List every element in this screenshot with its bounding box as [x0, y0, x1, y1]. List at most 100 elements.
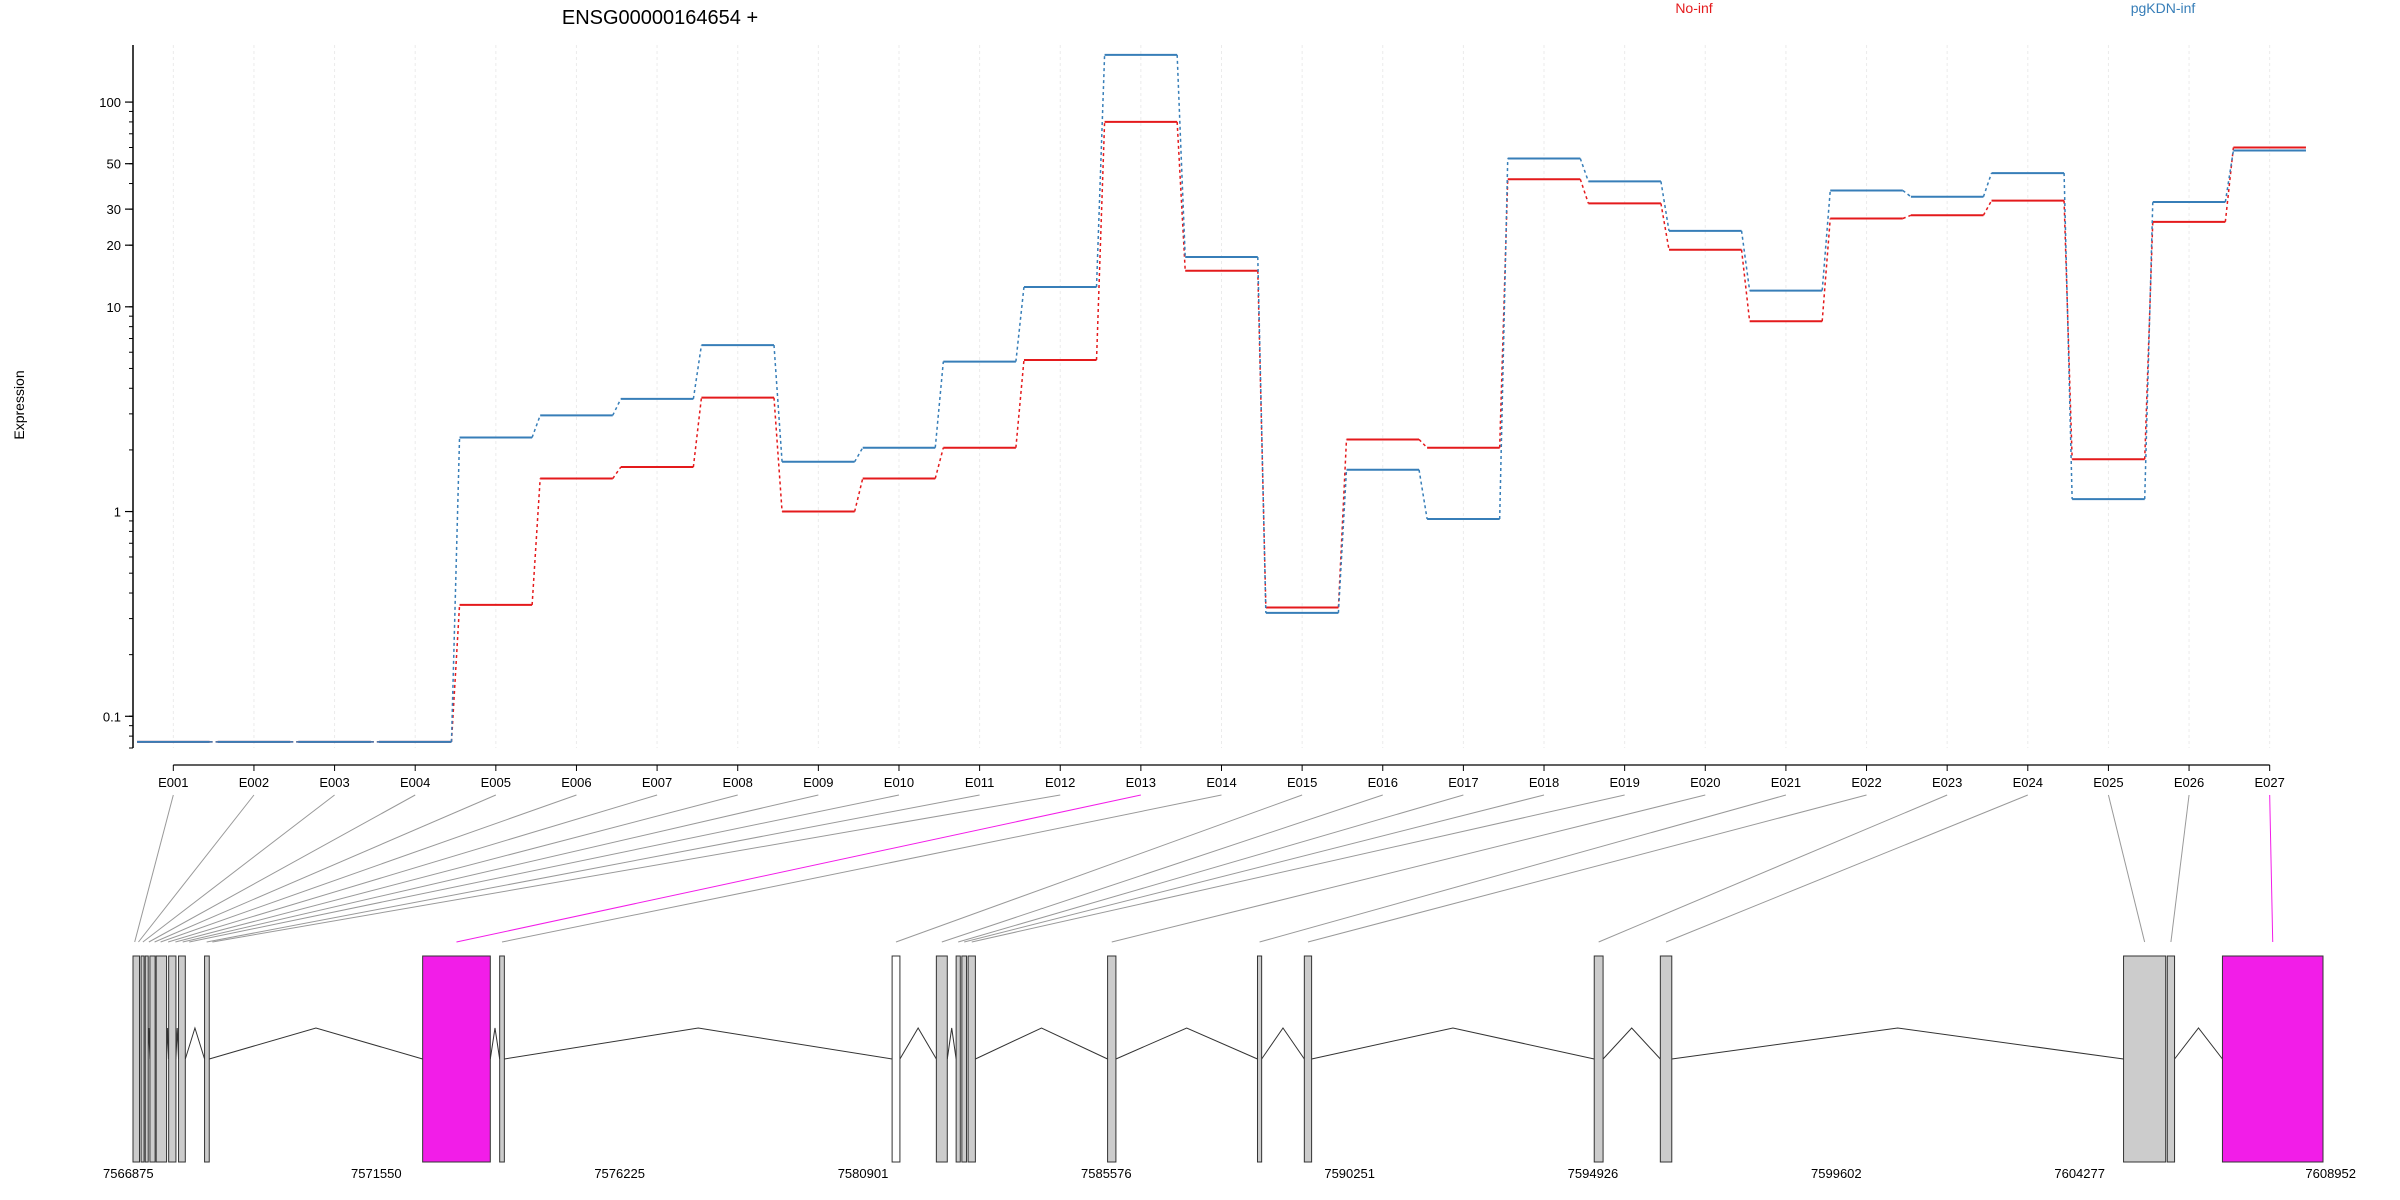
- x-tick-label-E012: E012: [1045, 775, 1075, 790]
- gene-model: [132, 955, 2324, 1163]
- connector-E019: [971, 794, 1625, 943]
- step-No-inf-E018: [1579, 178, 1590, 204]
- step-pgKDN-inf-E026: [2224, 150, 2235, 203]
- step-No-inf-E008: [773, 397, 783, 512]
- connector-E008: [175, 794, 738, 943]
- connector-E002: [138, 794, 255, 943]
- x-tick-label-E003: E003: [319, 775, 349, 790]
- step-No-inf-E005: [531, 478, 541, 605]
- gene-coordinate-label: 7571550: [351, 1166, 402, 1181]
- x-tick-label-E019: E019: [1609, 775, 1639, 790]
- step-pgKDN-inf-E008: [773, 345, 783, 462]
- step-pgKDN-inf-E018: [1579, 158, 1590, 182]
- exon-block: [2221, 955, 2324, 1163]
- x-tick-label-E004: E004: [400, 775, 430, 790]
- intron-line: [1671, 1027, 2124, 1060]
- exon-block: [178, 955, 186, 1163]
- exon-block: [204, 955, 210, 1163]
- step-No-inf-E007: [692, 397, 703, 468]
- intron-line: [1311, 1027, 1595, 1060]
- gene-coordinate-label: 7594926: [1568, 1166, 1619, 1181]
- connector-E021: [1259, 794, 1787, 943]
- x-tick-label-E027: E027: [2254, 775, 2284, 790]
- x-axis: E001 E002 E003 E004 E005 E006 E007 E008 E009 E010…: [158, 764, 2285, 790]
- x-tick-label-E017: E017: [1448, 775, 1478, 790]
- exon-block: [1593, 955, 1604, 1163]
- gene-coordinate-label: 7604277: [2054, 1166, 2105, 1181]
- step-pgKDN-inf-E005: [531, 415, 541, 438]
- step-No-inf-E009: [853, 478, 864, 512]
- step-No-inf-E023: [1982, 200, 1993, 216]
- y-tick-label: 10: [107, 300, 121, 315]
- connector-E018: [964, 794, 1545, 943]
- exon-block: [935, 955, 948, 1163]
- connector-E022: [1307, 794, 1867, 943]
- step-No-inf-E022: [1902, 214, 1912, 220]
- exon-block: [2123, 955, 2167, 1163]
- exon-block: [967, 955, 976, 1163]
- gene-coordinate-label: 7590251: [1324, 1166, 1375, 1181]
- connector-E016: [941, 794, 1383, 943]
- exon-block: [1256, 955, 1263, 1163]
- step-pgKDN-inf-E007: [692, 345, 703, 400]
- x-tick-label-E006: E006: [561, 775, 591, 790]
- exon-block: [168, 955, 177, 1163]
- step-No-inf-E019: [1660, 203, 1670, 250]
- connector-E014: [501, 794, 1222, 943]
- intron-line: [2174, 1027, 2223, 1060]
- intron-line: [1115, 1027, 1258, 1060]
- legend-pgkdn-inf: pgKDN-inf: [2131, 0, 2196, 16]
- x-tick-label-E023: E023: [1932, 775, 1962, 790]
- intron-line: [946, 1027, 957, 1060]
- step-pgKDN-inf-E012: [1095, 54, 1106, 287]
- exon-block: [1659, 955, 1673, 1163]
- connector-E020: [1111, 794, 1706, 943]
- intron-line: [1261, 1027, 1305, 1060]
- step-No-inf-E004: [450, 604, 461, 742]
- step-No-inf-E011: [1015, 359, 1025, 448]
- x-tick-label-E022: E022: [1851, 775, 1881, 790]
- step-pgKDN-inf-E021: [1821, 190, 1832, 291]
- connector-E003: [142, 794, 335, 943]
- connector-E007: [167, 794, 658, 943]
- gene-axis: 7566875 7571550 7576225 7580901 7585576 75902…: [103, 1166, 2356, 1181]
- step-No-inf-E010: [934, 447, 945, 479]
- connector-E006: [160, 794, 577, 943]
- x-tick-label-E025: E025: [2093, 775, 2123, 790]
- connector-E026: [2170, 794, 2190, 943]
- connector-E011: [206, 794, 980, 943]
- connector-E009: [182, 794, 819, 943]
- connector-E005: [154, 794, 497, 943]
- x-tick-label-E013: E013: [1126, 775, 1156, 790]
- series-pgKDN-inf: [137, 53, 2306, 743]
- y-tick-label: 0.1: [103, 709, 121, 724]
- step-pgKDN-inf-E013: [1176, 54, 1186, 258]
- step-pgKDN-inf-E024: [2063, 173, 2073, 500]
- gene-coordinate-label: 7585576: [1081, 1166, 1132, 1181]
- connector-E015: [895, 794, 1303, 943]
- exon-block: [149, 955, 156, 1163]
- step-No-inf-E024: [2063, 200, 2073, 460]
- gene-coordinate-label: 7580901: [838, 1166, 889, 1181]
- x-tick-label-E020: E020: [1690, 775, 1720, 790]
- x-tick-label-E021: E021: [1771, 775, 1801, 790]
- connector-E025: [2107, 794, 2146, 943]
- connector-E010: [189, 794, 900, 943]
- y-tick-label: 50: [107, 157, 121, 172]
- step-pgKDN-inf-E015: [1337, 469, 1348, 613]
- exon-connectors: [134, 794, 2274, 943]
- intron-line: [975, 1027, 1108, 1060]
- gene-coordinate-label: 7599602: [1811, 1166, 1862, 1181]
- step-No-inf-E015: [1337, 439, 1348, 608]
- connector-E027: [2269, 794, 2274, 943]
- gene-coordinate-label: 7608952: [2305, 1166, 2356, 1181]
- step-No-inf-E012: [1095, 121, 1106, 360]
- x-tick-label-E010: E010: [884, 775, 914, 790]
- step-pgKDN-inf-E006: [612, 398, 622, 416]
- exon-block: [2166, 955, 2176, 1163]
- exon-block: [961, 955, 968, 1163]
- x-tick-label-E026: E026: [2174, 775, 2204, 790]
- step-pgKDN-inf-E023: [1982, 172, 1993, 197]
- x-tick-label-E001: E001: [158, 775, 188, 790]
